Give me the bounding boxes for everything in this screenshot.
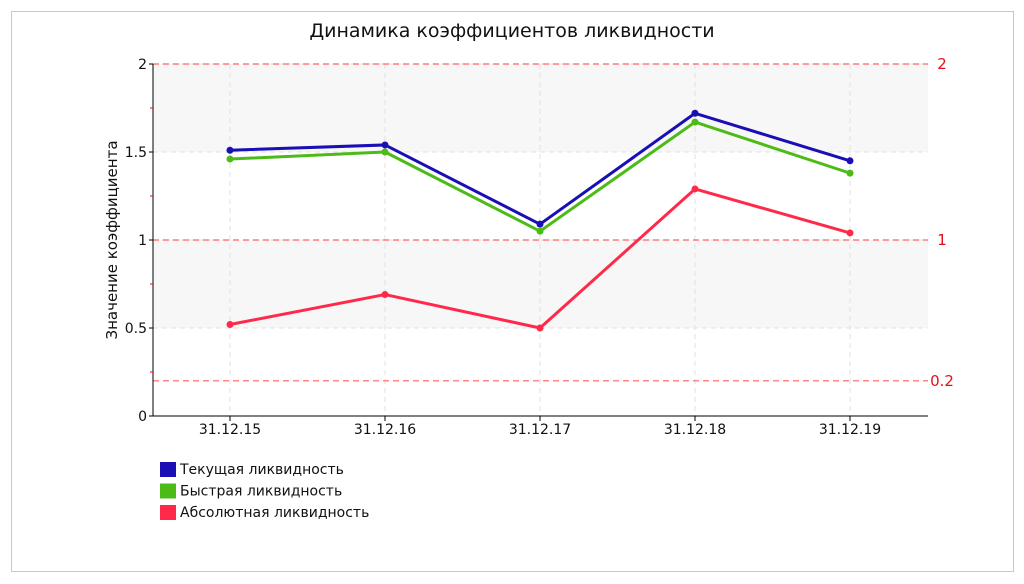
x-tick-label: 31.12.18: [664, 422, 726, 438]
legend-swatch-2: [160, 484, 176, 499]
series-point: [847, 229, 854, 236]
series-point: [847, 157, 854, 164]
y-axis-label: Значение коэффициента: [103, 140, 121, 339]
series-point: [227, 156, 234, 163]
legend-swatch-1: [160, 462, 176, 477]
x-tick-label: 31.12.16: [354, 422, 416, 438]
series-point: [382, 141, 389, 148]
reference-line-label: 2: [937, 55, 947, 73]
reference-line-label: 0.2: [930, 372, 954, 390]
y-tick-label: 2: [138, 57, 147, 73]
legend-label-1: Текущая ликвидность: [179, 462, 344, 478]
reference-line-label: 1: [937, 231, 947, 249]
y-tick-label: 0: [138, 409, 147, 425]
x-tick-label: 31.12.17: [509, 422, 571, 438]
y-tick-label: 1.5: [125, 145, 147, 161]
legend: Текущая ликвидность Быстрая ликвидность Аб…: [160, 462, 369, 521]
legend-label-3: Абсолютная ликвидность: [180, 505, 369, 521]
series-point: [382, 291, 389, 298]
y-tick-label: 0.5: [125, 321, 147, 337]
series-point: [537, 228, 544, 235]
chart-title: Динамика коэффициентов ликвидности: [309, 20, 714, 42]
series-point: [227, 321, 234, 328]
y-tick-labels: 0 0.5 1 1.5 2: [125, 57, 153, 425]
x-tick-label: 31.12.15: [199, 422, 261, 438]
series-point: [227, 147, 234, 154]
series-point: [692, 119, 699, 126]
series-point: [847, 170, 854, 177]
series-point: [692, 110, 699, 117]
y-tick-label: 1: [138, 233, 147, 249]
legend-swatch-3: [160, 505, 176, 520]
series-point: [537, 221, 544, 228]
series-point: [692, 185, 699, 192]
x-tick-label: 31.12.19: [819, 422, 881, 438]
series-point: [537, 325, 544, 332]
series-point: [382, 149, 389, 156]
legend-label-2: Быстрая ликвидность: [180, 484, 342, 500]
x-tick-labels: 31.12.15 31.12.16 31.12.17 31.12.18 31.12.19: [199, 416, 881, 438]
